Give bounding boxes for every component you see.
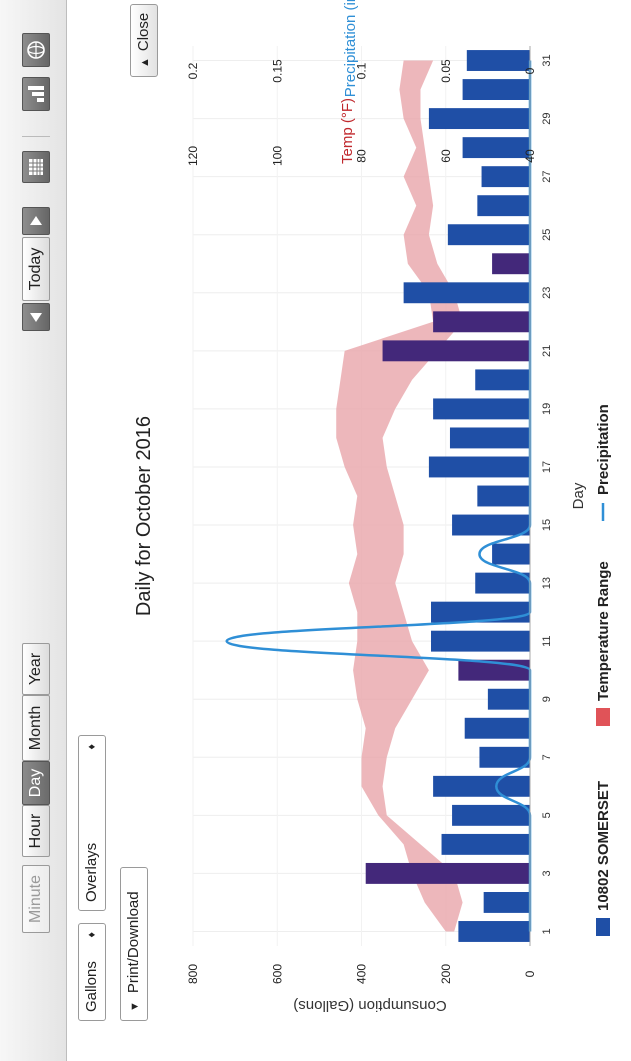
calendar-icon [29, 159, 43, 175]
bar-day-29 [428, 108, 530, 130]
bar-day-19 [433, 398, 530, 420]
bar-day-31 [466, 50, 530, 71]
triangle-left-icon [30, 313, 42, 322]
temp-tick-label: 120 [186, 146, 200, 166]
x-tick-label: 31 [541, 54, 553, 66]
bar-day-12 [431, 601, 531, 623]
precip-tick-label: 0.1 [355, 62, 369, 79]
bar-day-14 [492, 543, 530, 565]
bar-day-26 [477, 195, 530, 217]
bar-day-11 [431, 630, 531, 652]
x-tick-label: 1 [541, 928, 553, 934]
precip-tick-label: 0.15 [270, 59, 284, 83]
bar-day-2 [483, 892, 531, 913]
legend-label-temperature[interactable]: Temperature Range [595, 561, 612, 701]
bar-day-25 [447, 224, 531, 246]
legend-label-consumption[interactable]: 10802 SOMERSET [595, 781, 612, 911]
bar-day-13 [475, 572, 530, 594]
globe-icon [27, 41, 45, 59]
x-tick-label: 15 [541, 519, 553, 531]
x-axis-title: Day [570, 482, 587, 509]
bar-chart-icon [28, 86, 44, 102]
x-tick-label: 27 [541, 171, 553, 183]
bar-day-16 [477, 485, 530, 507]
x-tick-label: 25 [541, 229, 553, 241]
temp-axis-title: Temp (°F) [339, 98, 356, 164]
bar-day-1 [458, 921, 531, 942]
calendar-button[interactable] [22, 151, 50, 183]
x-tick-label: 3 [541, 870, 553, 876]
bar-day-30 [462, 79, 531, 100]
bar-day-8 [464, 717, 530, 739]
bar-day-28 [462, 137, 531, 159]
bar-day-15 [452, 514, 531, 536]
temperature-range-area [336, 60, 463, 932]
y-tick-label: 200 [439, 964, 453, 984]
x-tick-label: 11 [541, 635, 553, 646]
x-tick-label: 5 [541, 812, 553, 818]
y-tick-label: 800 [186, 964, 200, 984]
bar-day-21 [382, 340, 530, 362]
chart-view-button[interactable] [22, 77, 50, 111]
y-tick-label: 400 [355, 964, 369, 984]
consumption-bars [365, 50, 531, 942]
x-tick-label: 29 [541, 112, 553, 124]
chart-title: Daily for October 2016 [133, 416, 155, 616]
precip-tick-label: 0 [523, 67, 537, 74]
bar-day-7 [479, 746, 531, 768]
x-tick-label: 7 [541, 754, 553, 760]
x-tick-label: 17 [541, 461, 553, 473]
temp-tick-label: 100 [270, 146, 284, 166]
temp-tick-label: 40 [523, 149, 537, 163]
bar-day-3 [365, 862, 530, 884]
legend-label-precipitation[interactable]: Precipitation [595, 404, 612, 495]
bar-day-17 [428, 456, 530, 478]
precip-tick-label: 0.05 [439, 59, 453, 83]
bar-day-20 [475, 369, 530, 391]
bar-day-27 [481, 166, 530, 188]
x-tick-label: 23 [541, 287, 553, 299]
temp-tick-label: 60 [439, 149, 453, 163]
temperature-area-layer [336, 60, 463, 932]
bar-day-23 [403, 282, 530, 304]
x-tick-label: 19 [541, 403, 553, 415]
next-button[interactable] [22, 207, 50, 235]
precip-axis-title: Precipitation (in) [342, 0, 359, 97]
map-view-button[interactable] [22, 33, 50, 67]
axes: 1357911131517192123252729310200400600800… [186, 46, 553, 984]
precip-tick-label: 0.2 [186, 62, 200, 79]
bar-day-4 [441, 833, 531, 855]
y-axis-title: Consumption (Gallons) [293, 997, 446, 1014]
previous-button[interactable] [22, 303, 50, 331]
legend-swatch-temperature [596, 708, 610, 726]
bar-day-5 [452, 804, 531, 826]
x-tick-label: 21 [541, 345, 553, 357]
triangle-right-icon [30, 216, 42, 225]
bar-day-18 [449, 427, 530, 449]
toolbar: Minute Hour Day Month Year Today [0, 0, 67, 1061]
legend: 10802 SOMERSET Temperature Range Precipi… [595, 404, 612, 936]
x-tick-label: 9 [541, 696, 553, 702]
legend-swatch-consumption [596, 918, 610, 936]
bar-day-22 [433, 311, 530, 333]
bar-day-6 [433, 775, 530, 797]
y-tick-label: 0 [523, 970, 537, 977]
bar-day-24 [492, 253, 530, 275]
x-tick-label: 13 [541, 577, 553, 589]
y-tick-label: 600 [270, 964, 284, 984]
temp-tick-label: 80 [355, 149, 369, 163]
bar-day-9 [487, 688, 530, 710]
